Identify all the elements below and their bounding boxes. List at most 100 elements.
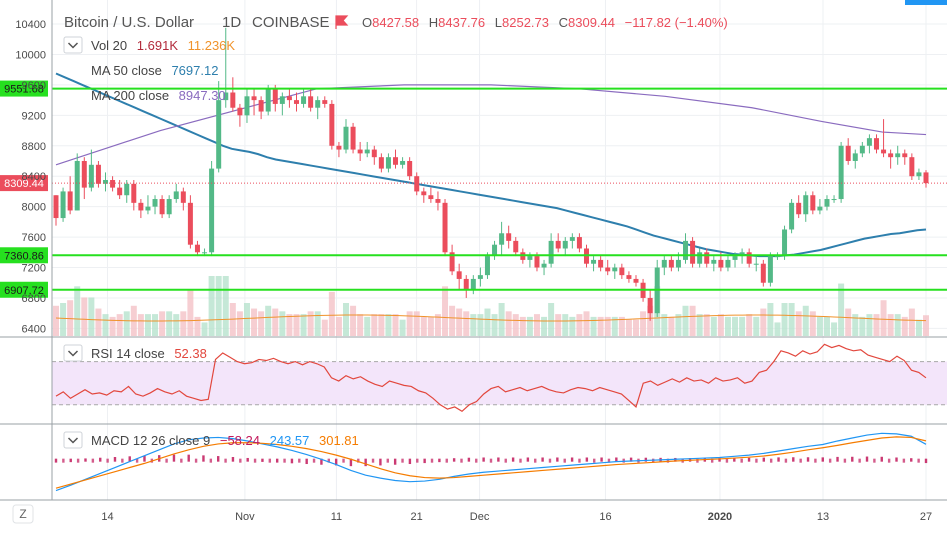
- chart-exchange: COINBASE: [252, 14, 330, 31]
- macd-histogram-bar: [283, 458, 286, 463]
- candle-body: [95, 164, 101, 184]
- macd-histogram-bar: [593, 458, 596, 463]
- volume-bar: [491, 314, 498, 336]
- volume-bar: [152, 314, 159, 336]
- horizontal-line-tag-label: 7360.86: [4, 250, 44, 262]
- macd-histogram-bar: [607, 458, 611, 463]
- macd-histogram-bar: [696, 458, 699, 463]
- macd-histogram-bar: [128, 456, 131, 462]
- volume-bar: [60, 303, 67, 336]
- volume-bar: [102, 314, 109, 336]
- volume-bar: [180, 311, 187, 336]
- candle-body: [661, 259, 667, 268]
- macd-histogram-bar: [497, 457, 500, 462]
- candle-body: [647, 297, 653, 314]
- time-tick-label: Dec: [470, 511, 490, 523]
- macd-histogram-bar: [865, 456, 869, 462]
- macd-collapse-button[interactable]: [63, 431, 83, 449]
- candle-body: [159, 199, 165, 215]
- candle-body: [923, 172, 929, 184]
- volume-bar: [894, 314, 901, 336]
- flag-icon[interactable]: [335, 15, 349, 29]
- volume-bar: [908, 308, 915, 336]
- volume-bar: [477, 314, 484, 336]
- candle-body: [760, 263, 766, 283]
- candle-body: [145, 206, 151, 211]
- volume-bar: [265, 305, 272, 336]
- candle-body: [605, 267, 611, 272]
- volume-bar: [335, 316, 342, 336]
- timezone-button[interactable]: Z: [12, 504, 34, 524]
- macd-histogram-bar: [851, 456, 854, 462]
- macd-histogram-bar: [246, 457, 249, 462]
- candle-body: [633, 278, 639, 283]
- volume-bar: [427, 316, 434, 336]
- legend-collapse-button[interactable]: [63, 36, 83, 54]
- macd-histogram-bar: [187, 454, 190, 462]
- price-axis-layer: 6400 6800 7200 7600 8000 8400 8800 9200 9600 1000…: [15, 19, 46, 335]
- candle-body: [216, 100, 222, 169]
- volume-bar: [526, 316, 533, 336]
- volume-bar: [307, 311, 314, 336]
- candle-body: [308, 96, 314, 108]
- candle-body: [576, 237, 582, 249]
- chart-title: Bitcoin / U.S. Dollar: [64, 14, 194, 31]
- volume-bar: [371, 314, 378, 336]
- current-price-tag-label: 8309.44: [4, 178, 44, 190]
- price-tick-label: 8000: [22, 202, 46, 214]
- candle-body: [718, 259, 724, 268]
- macd-histogram-bar: [733, 457, 736, 462]
- candle-body: [364, 149, 370, 154]
- rsi-collapse-button[interactable]: [63, 344, 83, 362]
- macd-histogram-bar: [194, 458, 198, 463]
- macd-signal-value: 301.81: [319, 433, 359, 448]
- candle-body: [272, 88, 278, 104]
- volume-bar: [519, 316, 526, 336]
- volume-bar: [852, 314, 859, 336]
- candle-body: [767, 256, 773, 283]
- macd-histogram-bar: [121, 458, 124, 463]
- candle-body: [301, 96, 307, 104]
- macd-histogram-bar: [253, 458, 257, 463]
- candle-body: [173, 191, 179, 200]
- candle-body: [209, 168, 215, 253]
- candle-body: [180, 191, 186, 203]
- macd-histogram-bar: [165, 458, 168, 463]
- price-tick-label: 8400: [22, 171, 46, 183]
- macd-legend: MACD 12 26 close 9 −58.24 243.57 301.81: [91, 433, 359, 448]
- volume-bar: [67, 300, 74, 336]
- horizontal-line-tag: [0, 247, 48, 264]
- volume-bar: [470, 314, 477, 336]
- candle-body: [591, 259, 597, 264]
- volume-bar: [53, 305, 59, 336]
- candle-body: [421, 191, 427, 196]
- volume-bar: [222, 276, 229, 336]
- macd-histogram-bar: [600, 457, 603, 462]
- volume-bar: [633, 319, 639, 336]
- candle-body: [400, 160, 406, 165]
- macd-histogram-bar: [504, 458, 507, 463]
- chart-interval: 1D: [222, 14, 241, 31]
- candle-body: [866, 138, 872, 146]
- volume-bar: [859, 316, 866, 336]
- macd-histogram-bar: [873, 458, 876, 463]
- macd-histogram-bar: [482, 457, 485, 462]
- volume-legend: Vol 20 1.691K 11.236K: [91, 38, 235, 53]
- macd-histogram-bar: [460, 458, 463, 463]
- macd-histogram-bar: [209, 458, 213, 463]
- volume-bar: [640, 311, 647, 336]
- candle-body: [817, 206, 823, 211]
- candle-body: [103, 180, 109, 184]
- volume-bar: [901, 316, 908, 336]
- candle-body: [322, 100, 328, 104]
- candle-body: [237, 107, 243, 116]
- volume-bar: [746, 314, 753, 336]
- horizontal-line-tag: [0, 281, 48, 298]
- volume-bar: [696, 314, 703, 336]
- macd-line-value: 243.57: [270, 433, 310, 448]
- volume-bar: [484, 308, 491, 336]
- macd-histogram-bar: [327, 458, 330, 463]
- volume-bar: [449, 305, 456, 336]
- macd-histogram-bar: [629, 457, 633, 462]
- high-label: H: [429, 15, 438, 30]
